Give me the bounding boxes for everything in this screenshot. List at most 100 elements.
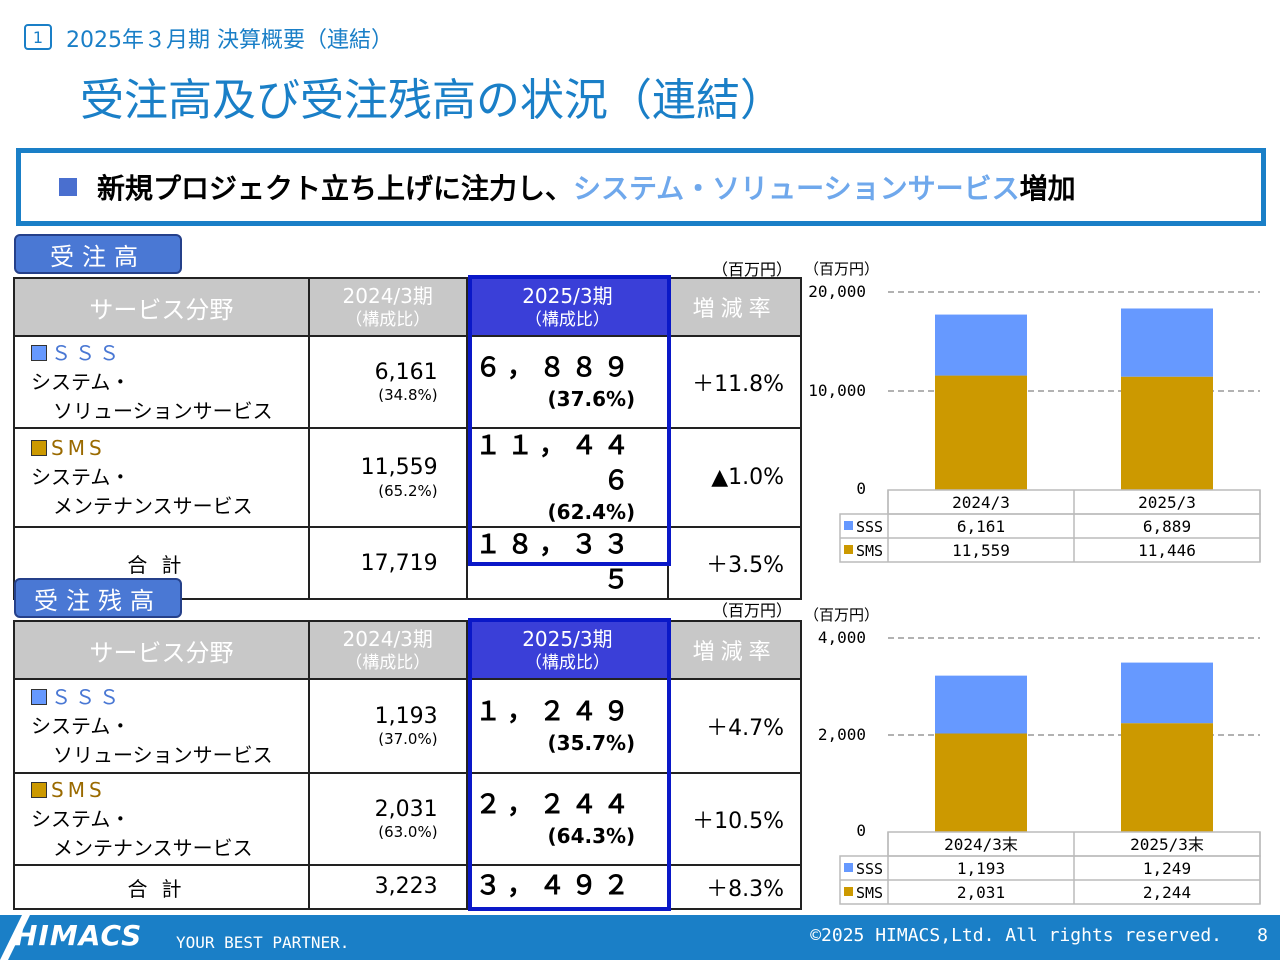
total-rate: ＋8.3% [667, 864, 802, 910]
cur-value: １１，４４６ [475, 431, 636, 497]
legend-swatch-sss [844, 521, 853, 530]
total-label: 合計 [13, 864, 310, 910]
cur-value: ６，８８９ [475, 352, 636, 383]
header-rate: 増減率 [667, 620, 802, 680]
data-label: 11,446 [1138, 541, 1196, 560]
chart-unit-label: （百万円） [804, 606, 879, 624]
y-tick-label: 10,000 [808, 381, 866, 400]
section-number: 1 [24, 24, 52, 50]
header-prev-year-label: 2024/3期 [342, 283, 433, 308]
current-year-highlight [468, 618, 671, 911]
header-cur-sub: （構成比） [524, 309, 610, 330]
table-row: ＳＳＳ システム・ ソリューションサービス 1,193 (37.0%) １，２４９ (3… [13, 678, 802, 774]
data-label: 1,193 [957, 859, 1005, 878]
legend-swatch-sms [844, 545, 853, 554]
data-label: 6,161 [957, 517, 1005, 536]
table-row: ＳＳＳ システム・ ソリューションサービス 6,161 (34.8%) ６，８８９ (3… [13, 335, 802, 429]
prev-share: (65.2%) [378, 481, 438, 500]
x-category-label: 2024/3 [952, 493, 1010, 512]
total-prev: 3,223 [307, 864, 468, 910]
legend-swatch-sms [844, 887, 853, 896]
table-row: SMS システム・ メンテナンスサービス 11,559 (65.2%) １１，４４６ (… [13, 426, 802, 529]
change-rate: ＋4.7% [667, 678, 802, 774]
data-label: 1,249 [1143, 859, 1191, 878]
y-tick-label: 0 [856, 479, 866, 498]
bar-sss [1121, 662, 1213, 724]
sms-legend-icon [31, 781, 47, 798]
backlog-table-unit: （百万円） [712, 601, 793, 620]
service-cell: ＳＳＳ システム・ ソリューションサービス [13, 678, 310, 774]
prev-value: 1,193 [374, 703, 438, 729]
data-label: 2,031 [957, 883, 1005, 902]
x-category-label: 2025/3 [1138, 493, 1196, 512]
prev-value: 6,161 [374, 359, 438, 385]
slide-title: 受注高及び受注残高の状況（連結） [80, 75, 784, 126]
service-name-line2: メンテナンスサービス [53, 494, 253, 519]
cur-value-cell: ６，８８９ (37.6%) [465, 335, 670, 429]
bar-sss [935, 314, 1027, 376]
prev-value-cell: 11,559 (65.2%) [307, 426, 468, 529]
y-tick-label: 20,000 [808, 282, 866, 301]
page-number: 8 [1257, 925, 1268, 946]
prev-share: (37.0%) [378, 730, 438, 749]
y-tick-label: 4,000 [818, 628, 866, 647]
logo-slash-icon [0, 915, 30, 960]
prev-share: (63.0%) [378, 823, 438, 842]
service-name-line1: システム・ [31, 369, 131, 394]
service-name-line1: システム・ [31, 806, 131, 831]
bar-sms [935, 375, 1027, 490]
x-category-label: 2025/3末 [1130, 835, 1204, 854]
company-tagline: YOUR BEST PARTNER. [176, 933, 350, 952]
company-logo: HIMACS [14, 919, 143, 952]
key-message-suffix: 増加 [1019, 172, 1076, 205]
orders-tag: 受注高 [14, 234, 182, 274]
change-rate: ▲1.0% [667, 426, 802, 529]
orders-table: サービス分野 2024/3期 （構成比） 2025/3期 （構成比） 増減率 ＳＳＳ… [13, 277, 802, 601]
prev-value: 2,031 [374, 796, 438, 822]
orders-header-row: サービス分野 2024/3期 （構成比） 2025/3期 （構成比） 増減率 [13, 277, 802, 337]
total-row: 合計 3,223 ３，４９２ ＋8.3% [13, 864, 802, 910]
bar-sss [935, 675, 1027, 734]
data-label: 2,244 [1143, 883, 1191, 902]
key-message-prefix: 新規プロジェクト立ち上げに注力し、 [97, 172, 574, 205]
header-prev-sub: （構成比） [345, 309, 431, 330]
header-cur-year-label: 2025/3期 [522, 626, 613, 651]
header-prev-year: 2024/3期 （構成比） [307, 620, 468, 680]
prev-value-cell: 2,031 (63.0%) [307, 772, 468, 866]
service-name-line1: システム・ [31, 465, 131, 490]
slide-subtitle: 2025年３月期 決算概要（連結） [66, 28, 393, 53]
header-prev-year-label: 2024/3期 [342, 626, 433, 651]
backlog-table: サービス分野 2024/3期 （構成比） 2025/3期 （構成比） 増減率 ＳＳＳ… [13, 620, 802, 910]
service-name-line2: ソリューションサービス [53, 398, 273, 423]
sss-legend-icon [31, 688, 47, 705]
sss-legend-icon [31, 344, 47, 361]
cur-share: (62.4%) [547, 500, 636, 525]
orders-table-unit: （百万円） [712, 260, 793, 279]
key-message-text: 新規プロジェクト立ち上げに注力し、システム・ソリューションサービス増加 [97, 167, 1076, 207]
prev-value: 11,559 [360, 455, 438, 481]
legend-swatch-sss [844, 863, 853, 872]
service-cell: SMS システム・ メンテナンスサービス [13, 426, 310, 529]
legend-label: SSS [856, 518, 883, 536]
total-rate: ＋3.5% [667, 526, 802, 601]
legend-label: SSS [856, 860, 883, 878]
bar-sms [935, 733, 1027, 832]
cur-share: (35.7%) [547, 731, 636, 756]
header-category: サービス分野 [13, 277, 310, 337]
chart-unit-label: （百万円） [804, 260, 879, 278]
bar-sss [1121, 308, 1213, 377]
header-prev-sub: （構成比） [345, 652, 431, 673]
cur-share: (37.6%) [547, 387, 636, 412]
total-row: 合計 17,719 １８，３３５ ＋3.5% [13, 526, 802, 601]
service-code: ＳＳＳ [51, 340, 123, 365]
change-rate: ＋11.8% [667, 335, 802, 429]
orders-stacked-bar-chart: （百万円） 0 10,000 20,000 2024/3 2025/3 SSS 6,161 6,… [804, 260, 1261, 563]
bullet-square-icon [59, 178, 77, 196]
service-cell: SMS システム・ メンテナンスサービス [13, 772, 310, 866]
service-code: SMS [51, 777, 106, 802]
header-cur-year: 2025/3期 （構成比） [465, 620, 670, 680]
sms-legend-icon [31, 440, 47, 457]
header-cur-sub: （構成比） [524, 652, 610, 673]
header-category: サービス分野 [13, 620, 310, 680]
x-category-label: 2024/3末 [944, 835, 1018, 854]
